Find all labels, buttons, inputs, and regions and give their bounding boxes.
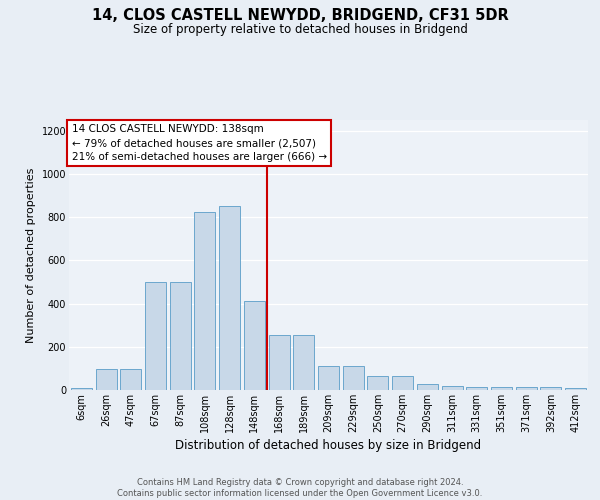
Bar xyxy=(367,376,388,390)
Text: Size of property relative to detached houses in Bridgend: Size of property relative to detached ho… xyxy=(133,22,467,36)
Bar xyxy=(71,388,92,390)
Bar xyxy=(244,302,265,390)
Bar xyxy=(516,388,537,390)
Y-axis label: Number of detached properties: Number of detached properties xyxy=(26,168,36,342)
Bar xyxy=(541,388,562,390)
Bar xyxy=(95,370,116,390)
Text: Contains HM Land Registry data © Crown copyright and database right 2024.
Contai: Contains HM Land Registry data © Crown c… xyxy=(118,478,482,498)
Bar xyxy=(194,212,215,390)
X-axis label: Distribution of detached houses by size in Bridgend: Distribution of detached houses by size … xyxy=(175,439,482,452)
Bar xyxy=(145,282,166,390)
Bar xyxy=(293,335,314,390)
Bar xyxy=(442,386,463,390)
Bar xyxy=(491,388,512,390)
Bar xyxy=(120,370,141,390)
Bar xyxy=(170,282,191,390)
Text: 14, CLOS CASTELL NEWYDD, BRIDGEND, CF31 5DR: 14, CLOS CASTELL NEWYDD, BRIDGEND, CF31 … xyxy=(92,8,508,22)
Bar xyxy=(466,388,487,390)
Bar xyxy=(269,335,290,390)
Bar xyxy=(318,366,339,390)
Bar xyxy=(392,376,413,390)
Bar xyxy=(343,366,364,390)
Bar xyxy=(565,388,586,390)
Bar xyxy=(219,206,240,390)
Text: 14 CLOS CASTELL NEWYDD: 138sqm
← 79% of detached houses are smaller (2,507)
21% : 14 CLOS CASTELL NEWYDD: 138sqm ← 79% of … xyxy=(71,124,327,162)
Bar xyxy=(417,384,438,390)
